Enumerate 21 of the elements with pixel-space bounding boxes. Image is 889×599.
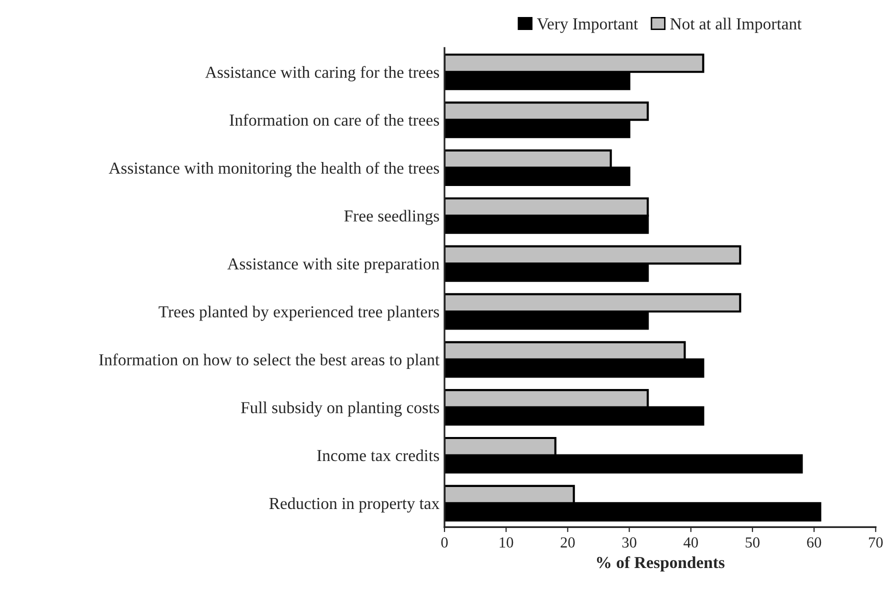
- legend-label: Very Important: [536, 18, 638, 33]
- y-tick-label: Free seedlings: [344, 210, 440, 226]
- x-axis-title: % of Respondents: [596, 556, 724, 572]
- y-tick-label: Assistance with caring for the trees: [205, 66, 440, 82]
- y-tick-label: Trees planted by experienced tree planters: [158, 306, 440, 321]
- x-tick-label: 10: [500, 537, 514, 548]
- x-tick-label: 0: [441, 537, 448, 548]
- legend-label: Not at all Important: [670, 18, 802, 33]
- y-tick-label: Income tax credits: [317, 449, 440, 462]
- x-tick-label: 70: [869, 537, 883, 548]
- y-tick-label: Full subsidy on planting costs: [241, 402, 440, 417]
- x-tick-label: 50: [746, 537, 760, 548]
- x-tick-label: 30: [622, 537, 636, 548]
- y-tick-label: Assistance with monitoring the health of the trees: [108, 162, 440, 178]
- x-tick-label: 40: [684, 537, 698, 548]
- y-tick-label: Information on how to select the best areas to plant: [99, 354, 440, 369]
- x-tick-label: 60: [807, 537, 822, 548]
- y-tick-label: Assistance with site preparation: [227, 258, 440, 273]
- x-tick-label: 20: [560, 537, 575, 548]
- y-tick-label: Reduction in property tax: [269, 497, 440, 513]
- y-tick-label: Information on care of the trees: [230, 114, 440, 126]
